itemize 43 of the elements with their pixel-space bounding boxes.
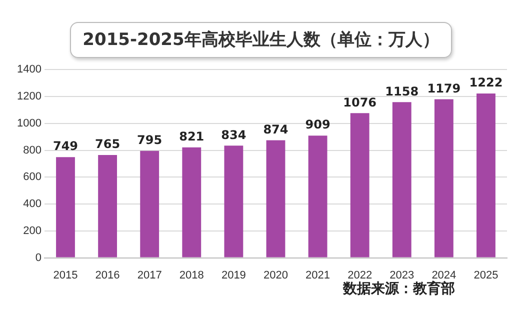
x-tick-label: 2017 xyxy=(137,269,162,282)
data-label: 1076 xyxy=(343,95,377,110)
x-tick-label: 2021 xyxy=(306,269,330,282)
data-label: 795 xyxy=(137,133,162,148)
y-tick-label: 800 xyxy=(23,144,42,156)
x-tick-label: 2018 xyxy=(179,269,204,282)
bar xyxy=(476,94,496,258)
x-tick-label: 2023 xyxy=(390,269,414,282)
x-tick-label: 2024 xyxy=(432,269,456,282)
data-label: 1179 xyxy=(427,81,461,96)
x-tick-label: 2022 xyxy=(348,269,372,282)
x-tick-label: 2016 xyxy=(95,269,120,282)
data-label: 1222 xyxy=(469,76,503,90)
data-label: 765 xyxy=(95,137,120,152)
bar xyxy=(434,99,454,258)
bar xyxy=(182,147,202,258)
bar xyxy=(140,150,160,258)
x-tick-label: 2025 xyxy=(474,269,498,282)
bar xyxy=(308,136,328,258)
y-tick-label: 0 xyxy=(35,252,42,264)
bar xyxy=(266,140,286,258)
y-tick-label: 1200 xyxy=(16,90,42,103)
bar xyxy=(98,154,118,258)
bar xyxy=(392,102,412,258)
y-tick-label: 1000 xyxy=(16,117,42,130)
data-label: 834 xyxy=(221,128,246,142)
chart-title: 2015-2025年高校毕业生人数（单位：万人） xyxy=(70,22,452,58)
bar xyxy=(350,113,370,258)
y-tick-label: 400 xyxy=(23,198,42,210)
y-tick-label: 1400 xyxy=(16,64,42,76)
bar xyxy=(56,157,75,258)
data-label: 821 xyxy=(179,130,204,144)
data-label: 909 xyxy=(305,118,330,132)
data-label: 874 xyxy=(263,122,288,136)
y-tick-label: 600 xyxy=(23,171,42,184)
x-tick-label: 2019 xyxy=(221,269,246,282)
y-tick-label: 200 xyxy=(23,224,42,237)
x-tick-label: 2020 xyxy=(263,269,288,282)
x-tick-label: 2015 xyxy=(53,269,78,282)
bar xyxy=(224,146,244,258)
data-label: 749 xyxy=(52,139,78,154)
data-label: 1158 xyxy=(385,84,419,98)
source-note: 数据来源：教育部 xyxy=(343,280,455,298)
